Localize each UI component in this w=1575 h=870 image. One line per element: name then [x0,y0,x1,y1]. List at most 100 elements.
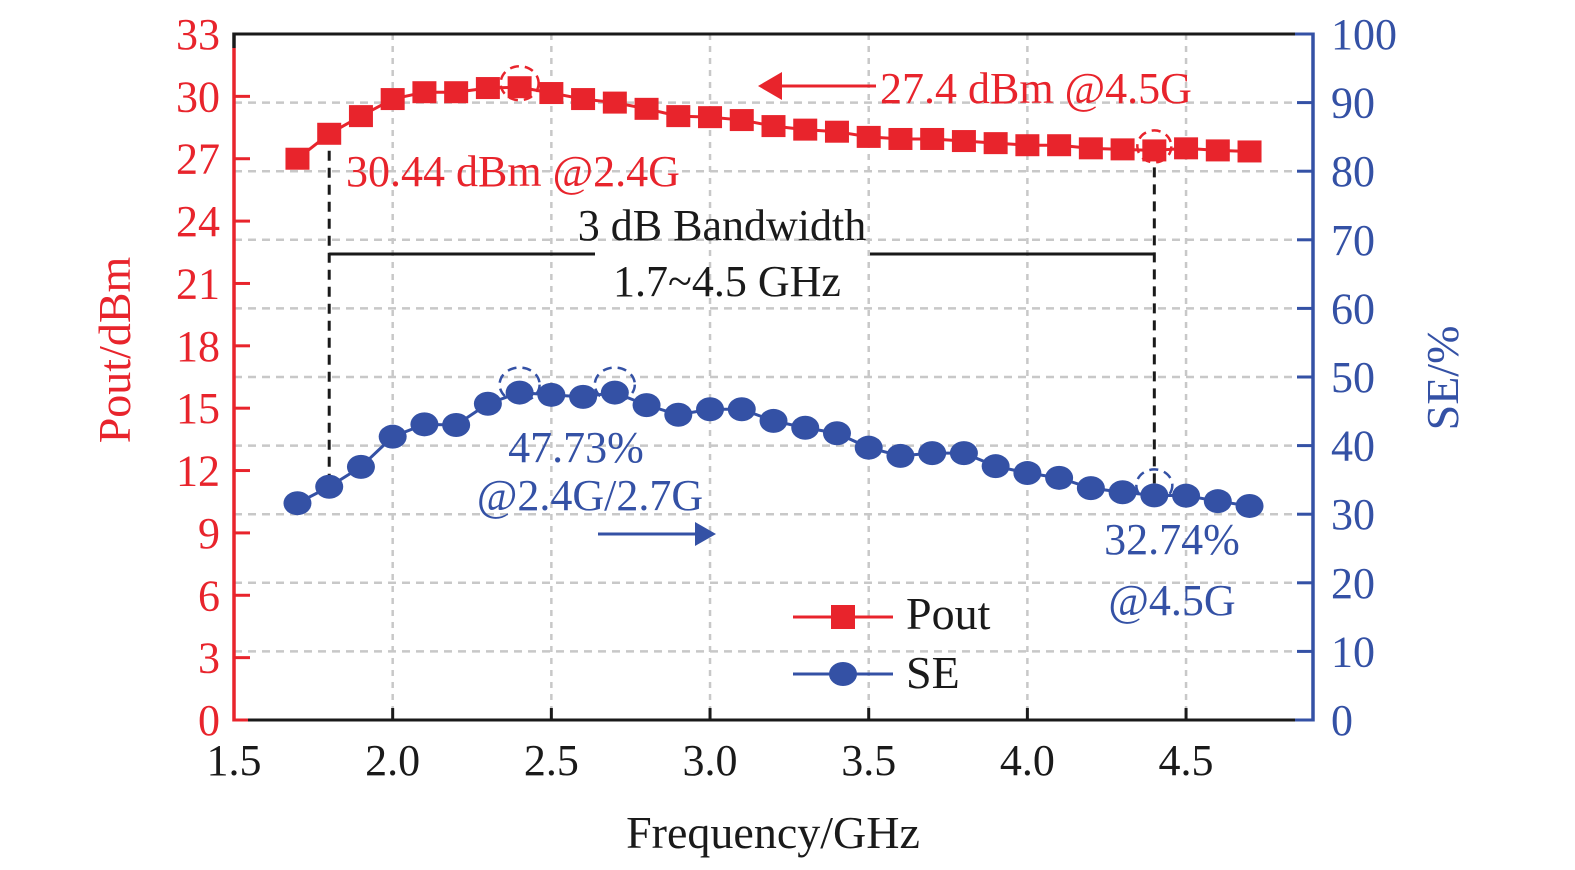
y-tick-label-left: 0 [198,696,220,745]
y-tick-label-right: 0 [1331,696,1353,745]
pout-point [1237,140,1262,163]
se-point [442,413,471,438]
se-point [378,424,407,449]
y-tick-label-right: 20 [1331,559,1375,608]
y-tick-label-right: 90 [1331,79,1375,128]
y2-axis-title: SE/% [1417,326,1468,431]
bandwidth-title: 3 dB Bandwidth [578,201,866,250]
pout-point [698,106,723,129]
pout-point [856,125,881,148]
pout-point [793,118,818,141]
se-point [664,402,693,427]
y-tick-label-left: 30 [176,72,220,121]
se-point [791,415,820,440]
se-peak-annotation-value: 47.73% [508,423,644,472]
pout-point [824,120,849,143]
se-point [315,474,344,499]
se-point [981,454,1010,479]
y-tick-label-left: 3 [198,634,220,683]
se-point [1076,476,1105,501]
se-point [696,397,725,422]
pout-point [1205,139,1230,162]
bandwidth-range: 1.7~4.5 GHz [613,257,841,306]
se-end-annotation-freq: @4.5G [1108,576,1235,625]
pout-point [539,82,564,105]
axis-ticks: 1.5 2.0 2.5 3.0 3.5 4.0 4.5 0 3 6 9 12 15 18 21 24 27 30 3… [176,10,1397,785]
pout-end-annotation: 27.4 dBm @4.5G [880,64,1192,113]
se-point [283,491,312,516]
se-point [1172,483,1201,508]
se-point [822,421,851,446]
pout-point [380,88,405,111]
pout-point [475,77,500,100]
y-tick-label-right: 100 [1331,10,1397,59]
pout-end-highlight [1136,129,1173,164]
se-point [569,384,598,409]
pout-point [285,147,310,170]
pout-point [602,91,627,114]
se-end-highlight [1135,468,1174,503]
pout-peak-highlight [499,64,540,102]
y-tick-label-left: 9 [198,509,220,558]
se-point [1140,483,1169,508]
pout-point [729,109,754,132]
legend: Pout SE [793,588,991,698]
legend-item-se: SE [793,647,960,698]
legend-item-pout: Pout [793,588,991,639]
pout-point [317,122,342,145]
se-point [410,412,439,437]
se-point [632,393,661,418]
se-point [918,441,947,466]
se-point [1235,493,1264,518]
se-point [886,443,915,468]
pout-point [444,81,469,104]
annotation-shapes [327,64,1174,546]
y-axis-title: Pout/dBm [89,256,140,443]
pout-point [1110,138,1135,161]
se-end-annotation-value: 32.74% [1104,515,1240,564]
y-tick-label-left: 33 [176,10,220,59]
y-tick-label-left: 18 [176,322,220,371]
pout-point [1047,134,1072,157]
y-tick-label-right: 40 [1331,422,1375,471]
x-tick-label: 2.0 [365,736,420,785]
se-peak-highlight [498,366,541,403]
x-tick-label: 3.0 [683,736,738,785]
pout-point [348,105,373,128]
grid [234,34,1313,720]
x-tick-label: 1.5 [207,736,262,785]
pout-point [1174,137,1199,160]
se-point [759,408,788,433]
se-point [473,391,502,416]
pout-arrow-head [758,72,782,100]
se-arrow-head [695,522,716,546]
series [283,76,1264,518]
x-tick-label: 3.5 [841,736,896,785]
pout-point [1015,134,1040,157]
pout-point [634,97,659,120]
y-tick-label-right: 80 [1331,147,1375,196]
legend-label-se: SE [906,647,960,698]
se-peak-highlight [593,366,637,403]
pout-point [507,76,532,99]
se-point [727,397,756,422]
pout-point [571,88,596,111]
pout-peak-annotation: 30.44 dBm @2.4G [346,147,680,196]
y-tick-label-right: 30 [1331,490,1375,539]
pout-point [1142,139,1167,162]
se-point [949,441,978,466]
se-point [346,454,375,479]
x-tick-label: 4.0 [1000,736,1055,785]
se-point [1013,461,1042,486]
se-point [854,435,883,460]
legend-pout-marker [831,605,855,629]
y-tick-label-right: 50 [1331,353,1375,402]
se-point [537,382,566,407]
y-tick-label-left: 21 [176,259,220,308]
y-tick-label-left: 15 [176,384,220,433]
x-tick-label: 2.5 [524,736,579,785]
se-peak-annotation-freq: @2.4G/2.7G [477,471,703,520]
y-tick-label-left: 12 [176,447,220,496]
y-tick-label-left: 27 [176,135,220,184]
pout-point [888,127,913,150]
